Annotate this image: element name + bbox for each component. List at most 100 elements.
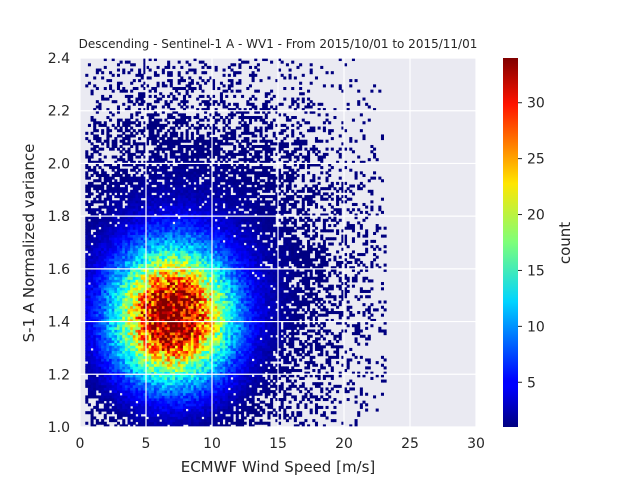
histogram-cell bbox=[172, 155, 176, 159]
histogram-cell bbox=[95, 105, 99, 109]
histogram-cell bbox=[119, 313, 123, 317]
histogram-cell bbox=[130, 226, 134, 230]
histogram-cell bbox=[95, 369, 99, 373]
histogram-cell bbox=[161, 353, 165, 357]
histogram-cell bbox=[196, 108, 200, 112]
histogram-cell bbox=[140, 218, 144, 222]
histogram-cell bbox=[177, 376, 181, 380]
histogram-cell bbox=[188, 419, 192, 423]
histogram-cell bbox=[148, 411, 152, 415]
histogram-cell bbox=[135, 231, 139, 235]
histogram-cell bbox=[188, 266, 192, 270]
histogram-cell bbox=[177, 316, 181, 320]
histogram-cell bbox=[185, 403, 189, 407]
histogram-cell bbox=[90, 268, 94, 272]
histogram-cell bbox=[103, 260, 107, 264]
histogram-cell bbox=[151, 255, 155, 259]
histogram-cell bbox=[185, 208, 189, 212]
histogram-cell bbox=[188, 324, 192, 328]
histogram-cell bbox=[196, 263, 200, 267]
histogram-cell bbox=[188, 313, 192, 317]
histogram-cell bbox=[101, 142, 105, 146]
histogram-cell bbox=[119, 218, 123, 222]
histogram-cell bbox=[198, 208, 202, 212]
histogram-cell bbox=[196, 221, 200, 225]
histogram-cell bbox=[185, 392, 189, 396]
histogram-cell bbox=[124, 195, 128, 199]
histogram-cell bbox=[135, 268, 139, 272]
histogram-cell bbox=[132, 239, 136, 243]
histogram-cell bbox=[146, 355, 150, 359]
histogram-cell bbox=[196, 224, 200, 228]
histogram-cell bbox=[116, 63, 120, 67]
histogram-cell bbox=[159, 371, 163, 375]
histogram-cell bbox=[111, 210, 115, 214]
histogram-cell bbox=[90, 131, 94, 135]
histogram-cell bbox=[132, 369, 136, 373]
histogram-cell bbox=[146, 245, 150, 249]
histogram-cell bbox=[116, 332, 120, 336]
histogram-cell bbox=[164, 173, 168, 178]
histogram-cell bbox=[93, 342, 97, 346]
histogram-cell bbox=[140, 224, 144, 228]
histogram-cell bbox=[135, 416, 139, 420]
histogram-cell bbox=[185, 274, 189, 278]
histogram-cell bbox=[159, 92, 163, 96]
histogram-cell bbox=[188, 355, 192, 359]
histogram-cell bbox=[124, 398, 128, 402]
histogram-cell bbox=[185, 308, 189, 312]
histogram-cell bbox=[161, 250, 165, 254]
histogram-cell bbox=[156, 287, 160, 291]
histogram-cell bbox=[161, 424, 165, 428]
histogram-cell bbox=[204, 253, 208, 257]
histogram-cell bbox=[167, 316, 171, 320]
histogram-cell bbox=[90, 300, 94, 304]
histogram-cell bbox=[151, 413, 155, 417]
histogram-cell bbox=[87, 123, 91, 127]
histogram-cell bbox=[182, 276, 186, 280]
histogram-cell bbox=[138, 376, 142, 380]
histogram-cell bbox=[198, 282, 202, 286]
histogram-cell bbox=[106, 342, 110, 346]
histogram-cell bbox=[143, 400, 147, 404]
histogram-cell bbox=[185, 345, 189, 349]
histogram-cell bbox=[185, 289, 189, 293]
histogram-cell bbox=[182, 102, 186, 106]
histogram-cell bbox=[135, 387, 139, 391]
histogram-cell bbox=[156, 195, 160, 199]
histogram-cell bbox=[148, 332, 152, 336]
histogram-cell bbox=[130, 266, 134, 270]
histogram-cell bbox=[122, 305, 126, 309]
histogram-cell bbox=[177, 350, 181, 354]
histogram-cell bbox=[138, 382, 142, 386]
histogram-cell bbox=[175, 155, 179, 159]
histogram-cell bbox=[196, 237, 200, 241]
histogram-cell bbox=[190, 318, 194, 322]
histogram-cell bbox=[101, 329, 105, 333]
histogram-cell bbox=[116, 374, 120, 378]
histogram-cell bbox=[95, 71, 99, 75]
histogram-cell bbox=[138, 340, 142, 344]
histogram-cell bbox=[161, 303, 165, 307]
histogram-cell bbox=[161, 408, 165, 412]
histogram-cell bbox=[151, 376, 155, 380]
histogram-cell bbox=[140, 334, 144, 338]
histogram-cell bbox=[114, 179, 118, 183]
histogram-cell bbox=[132, 340, 136, 344]
histogram-cell bbox=[182, 284, 186, 288]
histogram-cell bbox=[132, 392, 136, 396]
histogram-cell bbox=[95, 134, 99, 138]
histogram-cell bbox=[161, 187, 165, 191]
histogram-cell bbox=[116, 413, 120, 417]
histogram-cell bbox=[103, 355, 107, 359]
histogram-cell bbox=[159, 382, 163, 386]
histogram-cell bbox=[164, 239, 168, 243]
histogram-cell bbox=[167, 371, 171, 375]
histogram-cell bbox=[122, 213, 126, 217]
histogram-cell bbox=[196, 400, 200, 404]
histogram-cell bbox=[188, 81, 192, 85]
histogram-cell bbox=[124, 337, 128, 341]
histogram-cell bbox=[143, 419, 147, 423]
histogram-cell bbox=[95, 421, 99, 425]
histogram-cell bbox=[204, 379, 208, 383]
